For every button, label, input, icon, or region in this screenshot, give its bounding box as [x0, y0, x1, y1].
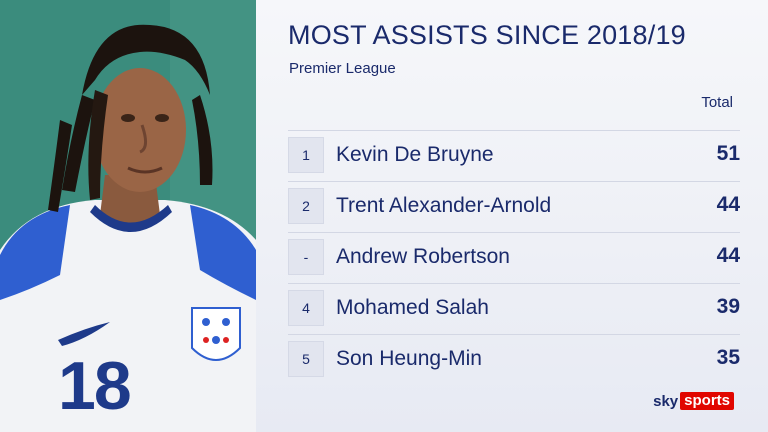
- rank-badge: 1: [288, 137, 324, 173]
- rank-badge: -: [288, 239, 324, 275]
- table-row: 1 Kevin De Bruyne 51: [288, 130, 740, 175]
- graphic-title: MOST ASSISTS SINCE 2018/19: [288, 20, 686, 50]
- graphic-subtitle: Premier League: [289, 60, 396, 77]
- table-row: - Andrew Robertson 44: [288, 232, 740, 277]
- assist-total: 44: [716, 244, 740, 267]
- row-divider: [288, 130, 740, 131]
- player-name: Kevin De Bruyne: [336, 143, 494, 166]
- rank-badge: 4: [288, 290, 324, 326]
- table-row: 4 Mohamed Salah 39: [288, 283, 740, 328]
- player-name: Son Heung-Min: [336, 347, 482, 370]
- rank-badge: 5: [288, 341, 324, 377]
- rank-badge: 2: [288, 188, 324, 224]
- row-divider: [288, 181, 740, 182]
- sky-sports-logo: sky sports: [653, 392, 734, 410]
- player-illustration: [0, 0, 256, 432]
- shirt-number: 18: [58, 348, 132, 424]
- player-photo: 18: [0, 0, 256, 432]
- assist-total: 44: [716, 193, 740, 216]
- row-divider: [288, 283, 740, 284]
- assist-total: 51: [716, 142, 740, 165]
- assist-total: 35: [716, 346, 740, 369]
- logo-sports-text: sports: [680, 392, 734, 410]
- row-divider: [288, 334, 740, 335]
- player-name: Mohamed Salah: [336, 296, 489, 319]
- stats-panel: MOST ASSISTS SINCE 2018/19 Premier Leagu…: [256, 0, 768, 432]
- logo-sky-text: sky: [653, 392, 679, 410]
- assist-total: 39: [716, 295, 740, 318]
- row-divider: [288, 232, 740, 233]
- table-row: 2 Trent Alexander-Arnold 44: [288, 181, 740, 226]
- player-name: Trent Alexander-Arnold: [336, 194, 552, 217]
- player-name: Andrew Robertson: [336, 245, 510, 268]
- total-column-header: Total: [701, 94, 733, 111]
- table-row: 5 Son Heung-Min 35: [288, 334, 740, 379]
